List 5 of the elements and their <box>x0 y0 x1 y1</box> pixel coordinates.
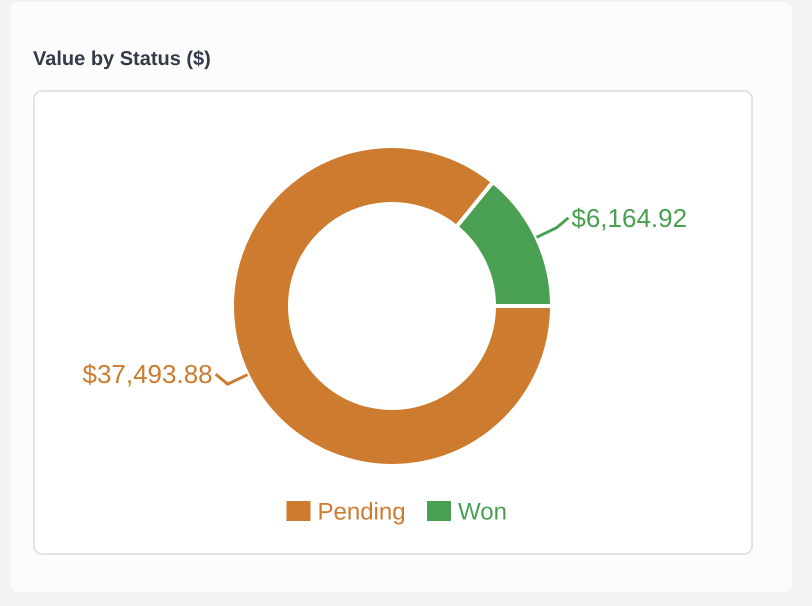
legend-label: Won <box>458 498 507 526</box>
data-label: $6,164.92 <box>571 202 688 233</box>
chart-title: Value by Status ($) <box>33 48 211 70</box>
legend-label: Pending <box>318 498 406 526</box>
data-label: $37,493.88 <box>82 359 213 390</box>
